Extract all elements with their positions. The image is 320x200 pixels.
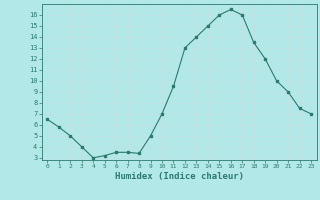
X-axis label: Humidex (Indice chaleur): Humidex (Indice chaleur) bbox=[115, 172, 244, 181]
